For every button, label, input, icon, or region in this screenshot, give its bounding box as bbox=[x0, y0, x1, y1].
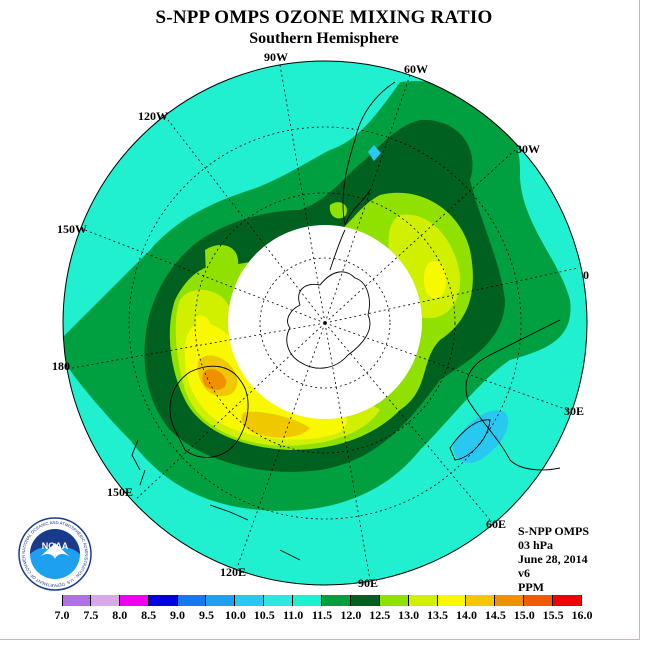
colorbar: 7.0 7.5 8.0 8.5 9.0 9.5 10.0 10.5 11.0 11.5 12.0 12… bbox=[55, 595, 593, 625]
colorbar-swatch bbox=[264, 595, 294, 606]
lon-label-30e: 30E bbox=[564, 404, 585, 418]
colorbar-label: 8.0 bbox=[112, 608, 128, 622]
australia-coast bbox=[169, 365, 249, 458]
colorbar-label: 15.5 bbox=[542, 608, 564, 622]
colorbar-swatch bbox=[119, 595, 149, 606]
colorbar-label: 9.5 bbox=[198, 608, 214, 622]
colorbar-swatch bbox=[235, 595, 265, 606]
contour-12-5-b bbox=[205, 245, 239, 281]
lon-label-60w: 60W bbox=[404, 62, 428, 76]
colorbar-swatch bbox=[177, 595, 207, 606]
colorbar-swatch bbox=[148, 595, 178, 606]
colorbar-label: 7.0 bbox=[54, 608, 70, 622]
colorbar-swatch bbox=[62, 595, 91, 606]
noaa-logo-text: NOAA bbox=[42, 541, 69, 551]
map-boundary bbox=[62, 60, 588, 586]
colorbar-label: 10.5 bbox=[253, 608, 275, 622]
lon-label-90w: 90W bbox=[264, 50, 288, 64]
lon-label-0: 0 bbox=[583, 268, 589, 282]
colorbar-label: 7.5 bbox=[83, 608, 99, 622]
colorbar-swatch bbox=[495, 595, 525, 606]
lon-label-60e: 60E bbox=[486, 517, 507, 531]
info-version: v6 bbox=[518, 566, 530, 580]
coastlines bbox=[131, 81, 561, 561]
islands-east bbox=[209, 504, 301, 561]
noaa-logo: NOAA NATIONAL OCEANIC AND ATMOSPHERIC AD… bbox=[18, 517, 92, 591]
colorbar-label: 14.5 bbox=[484, 608, 506, 622]
contour-14-5 bbox=[202, 369, 227, 390]
lon-label-150e: 150E bbox=[107, 485, 134, 499]
colorbar-swatch bbox=[90, 595, 120, 606]
info-product: S-NPP OMPS bbox=[518, 524, 589, 538]
info-units: PPM bbox=[518, 580, 544, 594]
colorbar-swatch bbox=[437, 595, 467, 606]
product-info: S-NPP OMPS 03 hPa June 28, 2014 v6 PPM bbox=[518, 524, 589, 594]
map-subtitle: Southern Hemisphere bbox=[249, 30, 399, 47]
lon-label-30w: 30W bbox=[516, 142, 540, 156]
colorbar-label: 11.0 bbox=[282, 608, 304, 622]
colorbar-label: 12.0 bbox=[340, 608, 362, 622]
new-zealand bbox=[131, 439, 146, 486]
colorbar-swatch bbox=[379, 595, 409, 606]
colorbar-label: 12.5 bbox=[369, 608, 391, 622]
colorbar-label: 10.0 bbox=[224, 608, 246, 622]
contour-13-5-b bbox=[423, 261, 447, 299]
map-title: S-NPP OMPS OZONE MIXING RATIO bbox=[155, 7, 493, 28]
colorbar-swatch bbox=[322, 595, 351, 606]
low-patch-north bbox=[368, 145, 381, 161]
antarctica-coast bbox=[286, 271, 371, 369]
colorbar-label: 9.0 bbox=[170, 608, 186, 622]
lon-label-120w: 120W bbox=[138, 109, 168, 123]
colorbar-label: 13.0 bbox=[398, 608, 420, 622]
lon-label-150w: 150W bbox=[57, 222, 87, 236]
lon-label-120e: 120E bbox=[220, 565, 247, 579]
colorbar-label: 13.5 bbox=[427, 608, 449, 622]
info-level: 03 hPa bbox=[518, 538, 554, 552]
graticule bbox=[71, 64, 579, 581]
figure-frame bbox=[0, 0, 640, 640]
colorbar-label: 16.0 bbox=[571, 608, 593, 622]
colorbar-label: 14.0 bbox=[455, 608, 477, 622]
colorbar-swatch bbox=[408, 595, 438, 606]
colorbar-swatch bbox=[553, 595, 582, 606]
colorbar-label: 8.5 bbox=[141, 608, 157, 622]
africa-coast bbox=[465, 319, 561, 471]
colorbar-swatch bbox=[524, 595, 554, 606]
low-patch-east bbox=[453, 410, 509, 463]
lon-label-180: 180 bbox=[52, 359, 70, 373]
colorbar-swatch bbox=[350, 595, 380, 606]
colorbar-swatch bbox=[293, 595, 322, 606]
contour-14-0-b bbox=[241, 411, 310, 438]
madagascar bbox=[449, 419, 491, 461]
info-date: June 28, 2014 bbox=[518, 552, 588, 566]
antarctic-peninsula bbox=[329, 229, 346, 271]
colorbar-label: 15.0 bbox=[513, 608, 535, 622]
contour-13-5-c bbox=[195, 315, 211, 333]
south-america-coast bbox=[342, 81, 396, 226]
colorbar-swatch bbox=[466, 595, 496, 606]
lon-label-90e: 90E bbox=[358, 576, 379, 590]
colorbar-label: 11.5 bbox=[311, 608, 333, 622]
colorbar-swatch bbox=[206, 595, 236, 606]
